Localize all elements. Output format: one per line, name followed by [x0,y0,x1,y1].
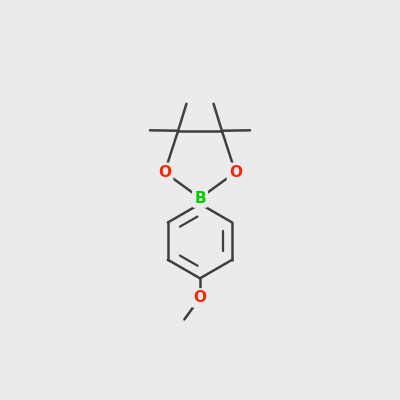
Text: O: O [158,165,171,180]
Text: O: O [229,165,242,180]
Text: B: B [194,190,206,206]
Text: O: O [194,290,206,306]
